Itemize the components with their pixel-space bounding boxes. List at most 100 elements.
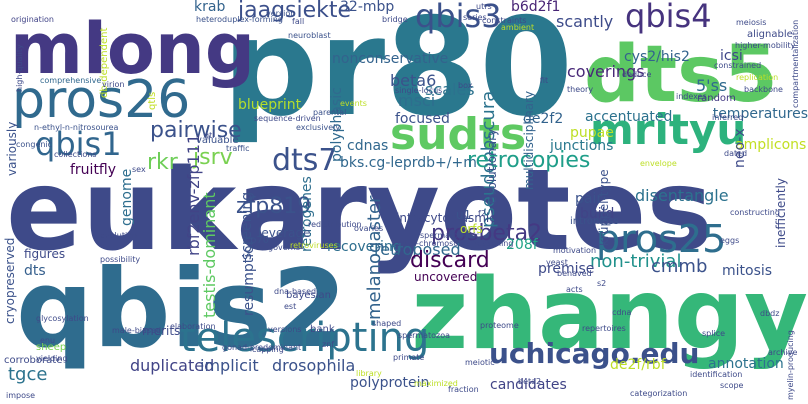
word: retroposed — [374, 240, 461, 259]
word: u1 — [456, 208, 472, 222]
word: zfp819 — [236, 194, 312, 219]
word: envelope — [640, 159, 677, 168]
word: comprehensive — [40, 76, 102, 85]
word: fall — [292, 17, 305, 26]
word: resumption — [241, 236, 257, 316]
word: utrs — [476, 2, 492, 11]
word: leverage — [258, 226, 311, 240]
word: versions — [268, 325, 302, 334]
word: build — [580, 206, 615, 222]
word: qtls — [147, 91, 158, 110]
word: repertoires — [582, 324, 626, 333]
word: fit — [540, 76, 549, 85]
word: maximized — [414, 379, 458, 388]
word: deduce — [622, 70, 652, 79]
word: qbis1 — [35, 125, 122, 163]
word: virion — [102, 80, 125, 89]
word: est — [284, 302, 297, 311]
word: b6d2f1 — [511, 0, 561, 15]
word: 208f — [506, 237, 538, 253]
word: constructing — [730, 208, 780, 217]
word: znf — [322, 340, 335, 349]
word: zhangy — [411, 258, 808, 372]
word: mitosis — [722, 263, 773, 279]
word: sudts — [390, 109, 527, 160]
word: meiotic — [465, 358, 495, 367]
word: constraints — [482, 16, 527, 25]
word: non-trivial — [590, 251, 682, 272]
word: bks.cg-leprdb+/+m — [340, 155, 477, 171]
word: bank — [310, 324, 335, 335]
word: dbdz — [760, 309, 780, 318]
word: drosophila — [272, 356, 356, 375]
word: genome — [119, 168, 135, 226]
word: evolutionary — [485, 128, 499, 204]
word: exclusively — [296, 123, 341, 132]
word: cys2/his2 — [624, 49, 690, 65]
word: implicit — [200, 356, 259, 375]
word: multidisciplinary — [522, 90, 536, 190]
word: spermatozoa — [398, 331, 451, 340]
word: pros26 — [12, 70, 191, 130]
word: collections — [54, 150, 97, 159]
word: beta2 — [518, 377, 542, 386]
word: acts — [566, 285, 583, 294]
word: orfs — [460, 222, 483, 236]
word: blueprint — [238, 97, 302, 113]
word: fraction — [448, 385, 479, 394]
word: pros25 — [596, 217, 727, 261]
word: krab — [194, 0, 226, 15]
word: neuroblast — [288, 31, 331, 40]
word: gonad-predominant — [222, 343, 302, 352]
word: junctions — [550, 138, 614, 154]
word: random — [697, 93, 736, 104]
word: retroviruses — [290, 241, 338, 250]
word: mlong — [10, 8, 255, 90]
word: ovaries — [354, 224, 384, 233]
word: beta6 — [390, 71, 437, 90]
word: p70 — [250, 235, 270, 246]
word: nonconservative — [332, 51, 449, 67]
word: indexes — [676, 92, 707, 101]
word: intronless — [570, 216, 619, 227]
word: library — [356, 369, 382, 378]
word: scantly — [556, 12, 614, 31]
word: uncovered — [414, 270, 478, 284]
word: qbis4 — [625, 0, 712, 35]
word: qbis2 — [16, 247, 348, 372]
word: temperatures — [712, 106, 808, 122]
word: dated — [724, 149, 748, 158]
word: jaagsiekte — [238, 0, 352, 23]
word: qtl — [204, 131, 215, 140]
word: mrityu — [590, 105, 747, 154]
word: origination — [11, 15, 55, 24]
word: retrocopies — [467, 148, 591, 173]
word: governs — [268, 243, 301, 252]
word: disentangle — [635, 186, 729, 205]
word: inferred — [712, 113, 744, 122]
word: eukaryotes — [6, 146, 714, 276]
word: behaved — [557, 269, 592, 278]
word: sequence-driven — [254, 114, 321, 123]
word: heteroduplex-forming — [196, 15, 283, 24]
word: sheep — [36, 342, 67, 353]
word: jsrv — [193, 145, 233, 170]
word: identification — [690, 370, 743, 379]
word: parental — [313, 108, 347, 117]
word: amplicons — [735, 137, 807, 153]
word: discard — [410, 248, 490, 273]
word: corroborate — [4, 355, 63, 366]
word: proteome — [480, 321, 519, 330]
word: bayesian — [286, 290, 331, 301]
word: myelin-producing — [786, 330, 795, 400]
word: yeast — [546, 258, 568, 267]
word: recovering — [327, 239, 402, 255]
word: dna-based — [274, 287, 317, 296]
word: msci — [398, 91, 436, 110]
word: archive — [768, 348, 798, 357]
word: merits — [142, 324, 181, 338]
word: splice — [702, 329, 726, 338]
word: theory — [567, 85, 594, 94]
word: cdna — [612, 308, 632, 317]
